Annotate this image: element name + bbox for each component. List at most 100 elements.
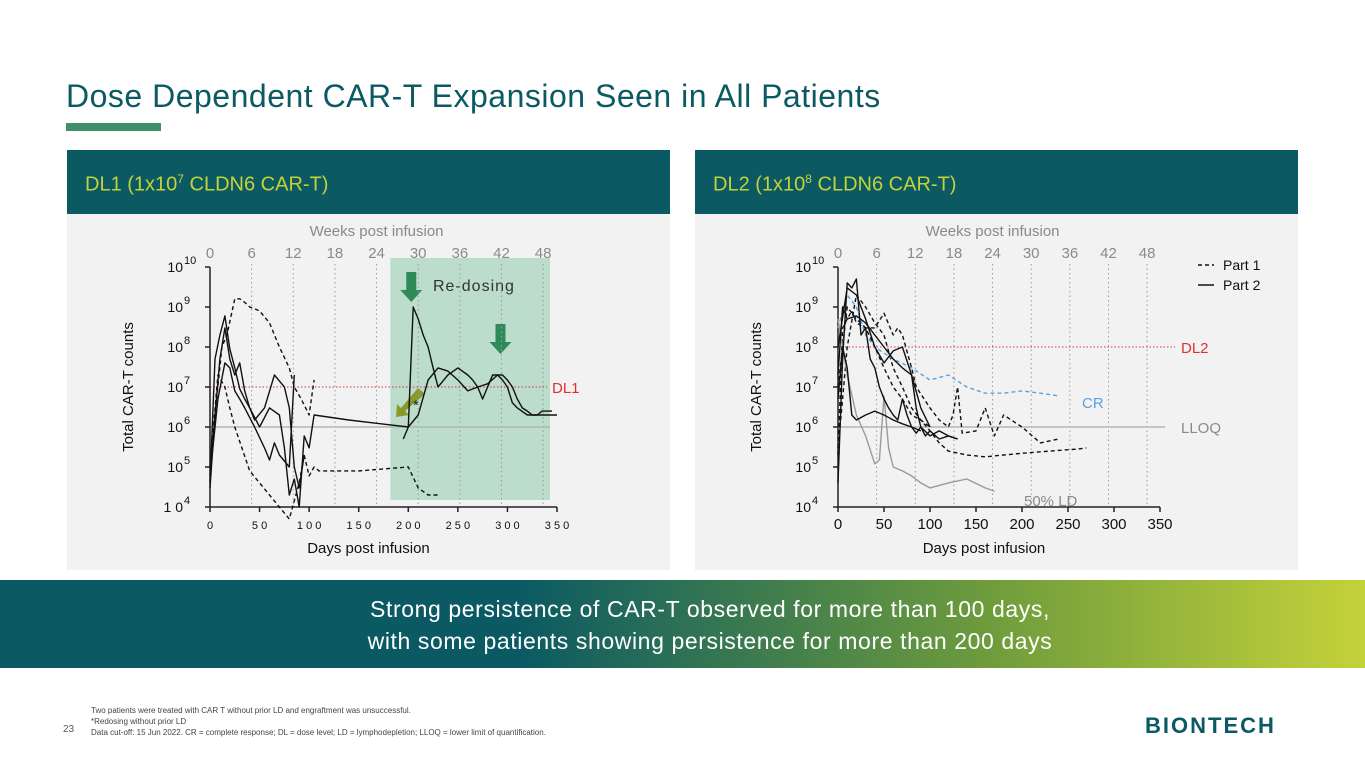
series-line-3 <box>209 315 557 508</box>
y-tick-exponent: 6 <box>812 415 818 427</box>
top-axis-label: Weeks post infusion <box>310 223 444 240</box>
redosing-arrow-2 <box>489 324 512 354</box>
x-tick-label: 3 5 0 <box>545 520 569 532</box>
redosing-star: * <box>413 397 419 414</box>
week-tick-label: 12 <box>285 245 302 262</box>
series-line-4 <box>402 306 552 440</box>
y-tick-base: 10 <box>795 419 811 435</box>
title-underline <box>66 123 161 131</box>
y-tick-exponent: 9 <box>184 295 190 307</box>
x-tick-label: 150 <box>963 516 988 533</box>
cr-label: CR <box>1082 395 1104 412</box>
key-message-banner: Strong persistence of CAR-T observed for… <box>0 580 1365 668</box>
week-tick-label: 18 <box>946 245 963 262</box>
week-tick-label: 24 <box>984 245 1001 262</box>
week-tick-label: 30 <box>410 245 427 262</box>
series-line-7 <box>837 306 958 440</box>
week-tick-label: 18 <box>327 245 344 262</box>
x-tick-label: 0 <box>834 516 842 533</box>
x-tick-label: 2 5 0 <box>446 520 470 532</box>
y-tick-exponent: 7 <box>184 375 190 387</box>
week-tick-label: 6 <box>247 245 255 262</box>
week-tick-label: 0 <box>206 245 214 262</box>
x-tick-label: 5 0 <box>252 520 267 532</box>
series-line-2 <box>837 294 1087 458</box>
footnote-1: Two patients were treated with CAR T wit… <box>91 706 411 715</box>
y-tick-exponent: 5 <box>184 455 190 467</box>
dl1-panel-title: DL1 (1x107 CLDN6 CAR-T) <box>85 172 329 196</box>
x-tick-label: 250 <box>1055 516 1080 533</box>
week-tick-label: 6 <box>872 245 880 262</box>
banner-line-1: Strong persistence of CAR-T observed for… <box>370 596 1050 622</box>
redosing-shade <box>390 258 550 500</box>
footnote-2: *Redosing without prior LD <box>91 717 187 726</box>
y-tick-exponent: 7 <box>812 375 818 387</box>
y-tick-exponent: 4 <box>812 495 818 507</box>
x-tick-label: 2 0 0 <box>396 520 420 532</box>
y-axis-label: Total CAR-T counts <box>120 322 137 452</box>
y-tick-base: 10 <box>167 339 183 355</box>
dl1-panel: DL1 (1x107 CLDN6 CAR-T) Re-dosing * 0 6 12 18… <box>67 150 670 570</box>
y-tick-exponent: 4 <box>184 495 190 507</box>
banner-line-2: with some patients showing persistence f… <box>367 628 1053 654</box>
y-tick-base: 10 <box>795 379 811 395</box>
week-tick-label: 36 <box>451 245 468 262</box>
legend-label-2: Part 2 <box>1223 277 1261 293</box>
legend-label-1: Part 1 <box>1223 257 1261 273</box>
y-tick-base: 10 <box>167 419 183 435</box>
y-tick-base: 10 <box>167 459 183 475</box>
series-line-1 <box>837 310 1059 456</box>
y-axis-label: Total CAR-T counts <box>748 322 765 452</box>
redosing-arrow-1 <box>400 272 423 302</box>
reference-label: DL2 <box>1181 340 1209 357</box>
x-tick-label: 200 <box>1009 516 1034 533</box>
x-tick-label: 3 0 0 <box>495 520 519 532</box>
y-tick-base: 10 <box>795 339 811 355</box>
y-tick-exponent: 10 <box>184 255 196 267</box>
lloq-label: LLOQ <box>1181 420 1221 437</box>
x-tick-label: 350 <box>1147 516 1172 533</box>
reference-label: DL1 <box>552 380 580 397</box>
x-tick-label: 50 <box>876 516 893 533</box>
series-line-6 <box>209 362 295 476</box>
y-tick-exponent: 6 <box>184 415 190 427</box>
dl2-panel-title: DL2 (1x108 CLDN6 CAR-T) <box>713 172 957 196</box>
series-line-8 <box>837 346 922 432</box>
y-tick-exponent: 9 <box>812 295 818 307</box>
y-tick-base: 10 <box>795 259 811 275</box>
x-tick-label: 0 <box>207 520 213 532</box>
week-tick-label: 30 <box>1023 245 1040 262</box>
footnote-3: Data cut-off: 15 Jun 2022. CR = complete… <box>91 728 546 737</box>
y-tick-base: 10 <box>795 499 811 515</box>
series-line-3 <box>837 306 931 428</box>
y-tick-exponent: 8 <box>184 335 190 347</box>
x-tick-label: 1 0 0 <box>297 520 321 532</box>
y-tick-base: 10 <box>795 459 811 475</box>
week-tick-label: 12 <box>907 245 924 262</box>
y-tick-base: 10 <box>167 299 183 315</box>
series-line-9 <box>837 287 931 428</box>
x-axis-label: Days post infusion <box>307 540 430 557</box>
series-line-5 <box>837 318 995 492</box>
week-tick-label: 42 <box>493 245 510 262</box>
y-tick-exponent: 5 <box>812 455 818 467</box>
y-tick-base: 10 <box>795 299 811 315</box>
dl2-panel: DL2 (1x108 CLDN6 CAR-T) 0 6 12 18 24 30 36 42 48… <box>695 150 1298 570</box>
week-tick-label: 48 <box>1139 245 1156 262</box>
redosing-label: Re-dosing <box>433 278 515 295</box>
x-tick-label: 300 <box>1101 516 1126 533</box>
y-tick-exponent: 10 <box>812 255 824 267</box>
page-number: 23 <box>63 724 75 735</box>
y-tick-base: 10 <box>167 259 183 275</box>
y-tick-base: 1 0 <box>164 499 184 515</box>
week-tick-label: 0 <box>834 245 842 262</box>
series-line-6 <box>837 278 958 483</box>
y-tick-base: 10 <box>167 379 183 395</box>
series-line-1 <box>209 298 315 476</box>
week-tick-label: 48 <box>535 245 552 262</box>
ld-label: 50% LD <box>1024 493 1078 510</box>
x-tick-label: 1 5 0 <box>346 520 370 532</box>
x-tick-label: 100 <box>917 516 942 533</box>
